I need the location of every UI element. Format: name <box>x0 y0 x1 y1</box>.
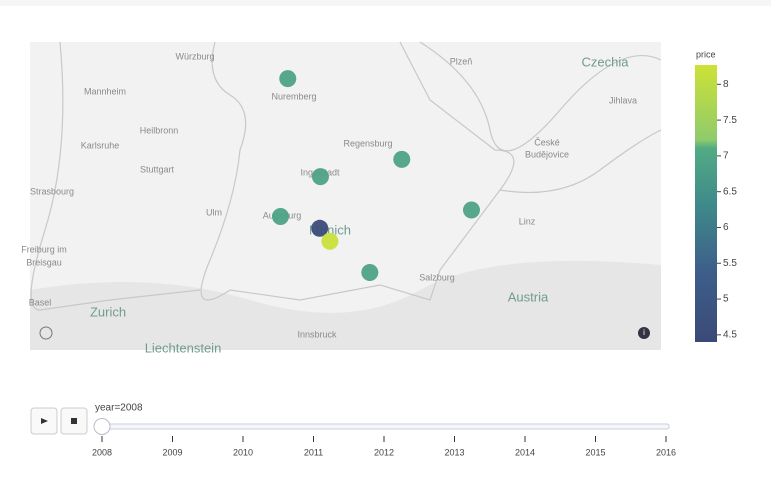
colorbar-tick-label: 7.5 <box>723 115 737 126</box>
top-bar <box>0 0 771 6</box>
slider-step-label: 2014 <box>515 447 535 457</box>
place-label: Czechia <box>582 54 630 69</box>
place-label: Breisgau <box>26 257 62 267</box>
place-label: Ulm <box>206 207 222 217</box>
place-label: Salzburg <box>419 272 455 282</box>
colorbar-tick-label: 6.5 <box>723 186 737 197</box>
point <box>321 232 339 250</box>
slider-step-label: 2008 <box>92 447 112 457</box>
slider-step-label: 2015 <box>585 447 605 457</box>
place-label: Plzeň <box>450 56 473 66</box>
place-label: Austria <box>508 289 549 304</box>
slider-current: year=2008 <box>95 403 143 414</box>
point <box>361 263 379 281</box>
colorbar-tick-label: 6 <box>723 222 729 233</box>
slider-step-label: 2012 <box>374 447 394 457</box>
place-label: Strasbourg <box>30 186 74 196</box>
colorbar-tick-label: 7 <box>723 151 729 162</box>
slider-rail[interactable] <box>94 423 670 430</box>
place-label: Jihlava <box>609 95 637 105</box>
place-label: Regensburg <box>343 138 392 148</box>
stop-icon <box>71 418 77 424</box>
point <box>279 70 297 88</box>
place-label: Basel <box>29 297 52 307</box>
place-label: České <box>534 137 560 147</box>
place-label: Nuremberg <box>271 91 316 101</box>
slider-step-label: 2011 <box>304 447 323 457</box>
place-label: Liechtenstein <box>145 340 222 355</box>
point <box>311 168 329 186</box>
place-label: Innsbruck <box>297 329 337 339</box>
play-icon <box>41 418 48 424</box>
info-button[interactable] <box>638 327 650 339</box>
colorbar-tick-label: 8 <box>723 79 729 90</box>
place-label: Freiburg im <box>21 244 67 254</box>
colorbar <box>695 65 717 342</box>
colorbar-title: price <box>696 49 716 59</box>
colorbar-tick-label: 4.5 <box>723 329 737 340</box>
info-icon: i <box>643 328 645 337</box>
slider-step-label: 2009 <box>162 447 182 457</box>
slider-handle[interactable] <box>93 418 111 435</box>
map-logo[interactable] <box>39 326 53 340</box>
slider-step-label: 2010 <box>233 447 253 457</box>
slider-step-label: 2013 <box>444 447 464 457</box>
colorbar-tick-label: 5.5 <box>723 258 737 269</box>
point <box>272 207 290 225</box>
place-label: Budějovice <box>525 149 569 159</box>
place-label: Karlsruhe <box>81 140 120 150</box>
place-label: Mannheim <box>84 86 126 96</box>
place-label: Linz <box>519 216 536 226</box>
place-label: Stuttgart <box>140 164 175 174</box>
place-label: Heilbronn <box>140 125 179 135</box>
map[interactable]: i Würzburg Plzeň Czechia Mannheim Nuremberg J… <box>21 41 662 355</box>
border <box>419 41 662 152</box>
point <box>393 150 411 168</box>
point <box>311 219 329 237</box>
alps <box>30 260 661 350</box>
place-label: Würzburg <box>175 51 214 61</box>
border <box>30 41 201 311</box>
colorbar-tick-label: 5 <box>723 294 729 305</box>
point <box>462 201 480 219</box>
border <box>499 129 662 194</box>
place-label: Zurich <box>90 304 126 319</box>
slider-step-label: 2016 <box>656 447 676 457</box>
